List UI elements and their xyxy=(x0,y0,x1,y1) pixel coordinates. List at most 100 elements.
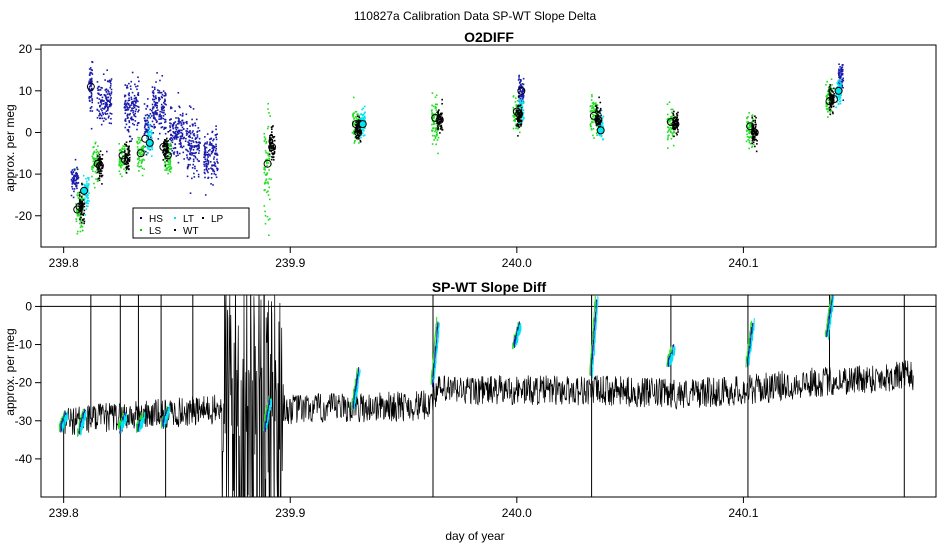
point xyxy=(197,148,199,151)
point xyxy=(193,146,195,149)
point xyxy=(362,107,365,110)
point xyxy=(83,212,85,215)
point xyxy=(162,90,165,92)
point xyxy=(79,218,81,221)
point xyxy=(159,98,161,101)
point xyxy=(88,80,91,83)
point xyxy=(203,169,206,171)
point xyxy=(268,157,270,160)
point xyxy=(266,165,268,167)
point xyxy=(263,182,266,185)
point xyxy=(96,180,99,183)
point xyxy=(182,122,185,125)
point xyxy=(352,114,354,117)
point xyxy=(210,173,213,175)
point xyxy=(832,105,835,108)
point xyxy=(177,133,179,135)
point xyxy=(203,171,206,174)
point xyxy=(99,170,102,172)
point xyxy=(155,119,157,121)
point xyxy=(263,171,266,174)
point xyxy=(755,134,758,136)
point xyxy=(127,102,130,105)
point xyxy=(96,178,99,181)
point xyxy=(440,112,443,115)
point xyxy=(168,155,170,158)
point xyxy=(517,79,520,81)
slope-diff-x-tick-label: 240.0 xyxy=(502,506,532,520)
point xyxy=(839,100,842,102)
point xyxy=(81,200,83,203)
point xyxy=(87,194,89,197)
point xyxy=(516,99,519,102)
point xyxy=(128,168,130,170)
point xyxy=(163,118,166,121)
point xyxy=(208,144,211,146)
point xyxy=(149,125,151,127)
point xyxy=(193,134,196,137)
point xyxy=(264,222,267,225)
point xyxy=(172,136,175,139)
point xyxy=(102,73,105,76)
point xyxy=(181,119,183,122)
point xyxy=(120,163,123,166)
point xyxy=(136,85,139,87)
point xyxy=(90,106,93,108)
point xyxy=(590,127,593,130)
point xyxy=(147,126,150,128)
point xyxy=(90,78,93,80)
point xyxy=(753,138,756,141)
point xyxy=(175,126,177,128)
point xyxy=(600,113,603,116)
point xyxy=(521,83,524,85)
point xyxy=(178,143,181,145)
point xyxy=(666,118,669,121)
point xyxy=(435,143,437,146)
point xyxy=(106,109,109,112)
point xyxy=(207,168,210,170)
point xyxy=(171,141,174,144)
slope-diff-y-axis: -40-30-20-100 xyxy=(15,299,41,466)
point xyxy=(85,177,87,180)
point xyxy=(73,188,76,190)
point xyxy=(164,132,167,135)
point xyxy=(263,132,266,135)
point xyxy=(839,76,842,78)
point xyxy=(671,111,674,114)
point xyxy=(146,152,149,154)
point xyxy=(154,118,156,120)
point xyxy=(597,119,600,121)
point xyxy=(166,144,169,146)
point xyxy=(79,201,82,204)
point xyxy=(672,124,675,127)
point xyxy=(128,152,130,154)
point xyxy=(215,138,218,141)
point xyxy=(94,164,97,167)
point xyxy=(164,169,166,171)
point xyxy=(266,215,269,218)
point xyxy=(512,95,515,98)
point xyxy=(102,102,105,105)
point xyxy=(133,115,136,117)
point xyxy=(755,150,758,153)
point xyxy=(126,165,128,168)
point xyxy=(207,163,209,166)
point xyxy=(90,91,93,94)
point xyxy=(211,151,214,154)
point xyxy=(840,73,843,75)
point xyxy=(127,130,130,133)
point xyxy=(89,110,92,112)
point xyxy=(598,118,600,120)
point xyxy=(269,142,271,145)
point xyxy=(272,136,274,138)
point xyxy=(98,170,101,172)
point xyxy=(271,139,273,141)
o2diff-title: O2DIFF xyxy=(464,29,514,45)
point xyxy=(137,106,140,108)
point xyxy=(518,126,521,128)
point xyxy=(207,153,210,155)
point xyxy=(593,102,596,105)
point xyxy=(137,122,139,125)
point xyxy=(672,112,674,115)
point xyxy=(91,175,93,178)
